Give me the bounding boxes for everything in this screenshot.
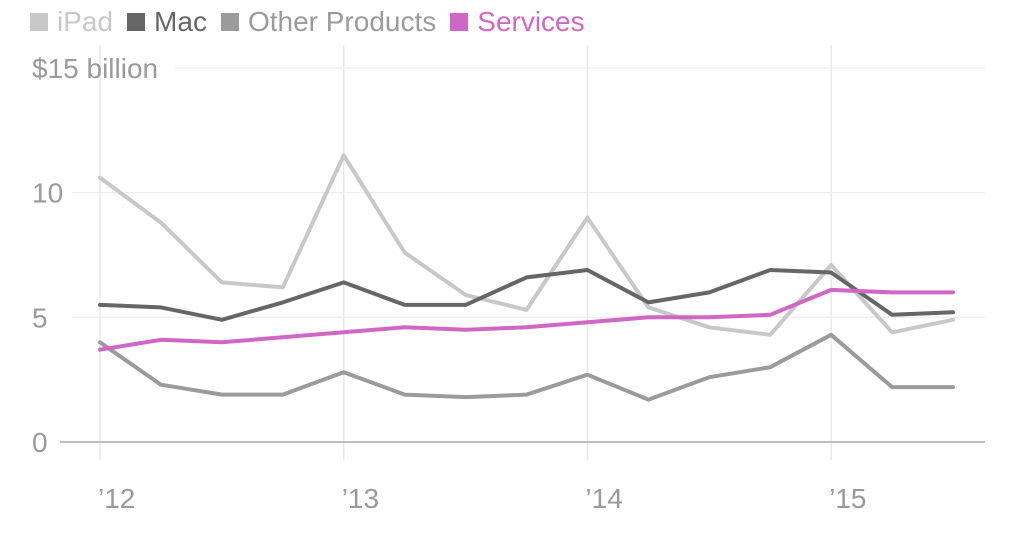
legend-item-other-products: Other Products <box>220 6 437 38</box>
x-tick-label: ’13 <box>342 483 379 514</box>
legend-item-services: Services <box>450 6 585 38</box>
x-tick-label: ’12 <box>98 483 135 514</box>
legend: iPad Mac Other Products Services <box>30 6 599 38</box>
legend-item-ipad: iPad <box>30 6 113 38</box>
legend-label: Services <box>477 6 585 37</box>
legend-swatch <box>127 13 146 31</box>
x-tick-label: ’15 <box>829 483 866 514</box>
axis-labels: 0 5 10 $15 billion ’12 ’13 ’14 ’15 <box>32 53 867 514</box>
series-line-mac <box>98 268 955 322</box>
series-line-other-products <box>98 332 955 402</box>
series-line-services <box>98 287 955 352</box>
grid <box>60 45 985 460</box>
y-tick-label: 5 <box>32 302 48 333</box>
legend-label: iPad <box>57 6 114 37</box>
legend-swatch <box>450 13 469 31</box>
legend-swatch <box>30 13 48 31</box>
x-tick-label: ’14 <box>585 483 622 514</box>
legend-swatch <box>220 13 239 31</box>
series-line-ipad <box>98 153 955 337</box>
series-lines <box>98 153 955 402</box>
legend-label: Mac <box>154 6 207 37</box>
y-tick-label: 10 <box>32 178 63 209</box>
y-tick-label: 0 <box>32 427 48 458</box>
legend-item-mac: Mac <box>127 6 207 38</box>
legend-label: Other Products <box>247 6 437 37</box>
y-unit-label: $15 billion <box>32 53 158 84</box>
